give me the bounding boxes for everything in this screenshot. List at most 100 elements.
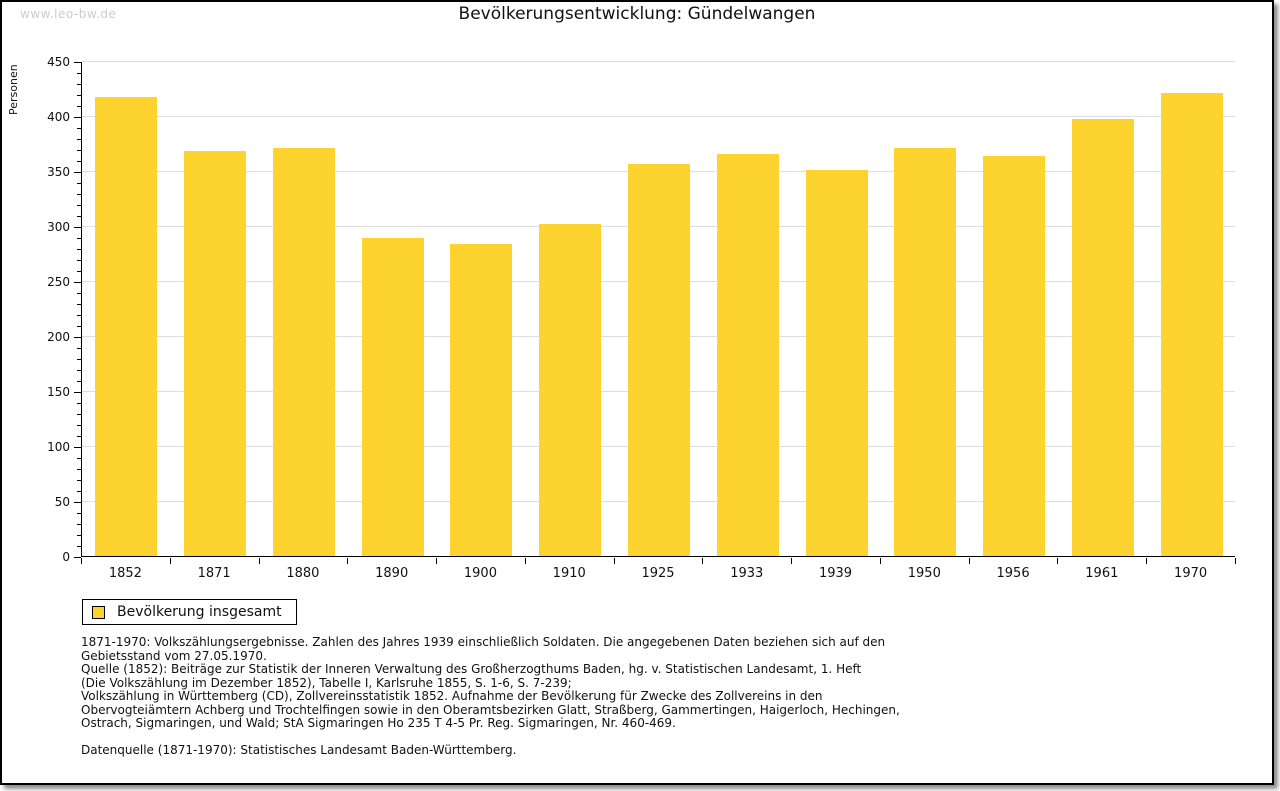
plot-area [81,61,1235,557]
y-axis-minor-tick [77,315,81,316]
footnote-line: 1871-1970: Volkszählungsergebnisse. Zahl… [81,635,886,649]
y-axis-minor-tick [77,480,81,481]
bar [184,151,246,556]
y-axis-major-tick [74,447,81,448]
footnotes: 1871-1970: Volkszählungsergebnisse. Zahl… [81,635,900,731]
y-tick-label: 450 [47,55,70,69]
y-axis-minor-tick [77,260,81,261]
y-tick-label: 200 [47,330,70,344]
y-axis-minor-tick [77,293,81,294]
x-tick-label: 1956 [996,566,1030,581]
datasource-note: Datenquelle (1871-1970): Statistisches L… [81,743,517,757]
y-tick-label: 400 [47,110,70,124]
x-axis-tick [969,558,970,564]
x-tick-label: 1961 [1085,566,1119,581]
x-axis-tick [1146,558,1147,564]
x-tick-label: 1925 [641,566,675,581]
y-axis-major-tick [74,502,81,503]
y-axis-major-tick [74,227,81,228]
footnote-line: Volkszählung in Württemberg (CD), Zollve… [81,689,823,703]
legend-label: Bevölkerung insgesamt [117,604,282,620]
x-axis-tick [347,558,348,564]
x-axis-tick [614,558,615,564]
y-axis-title: Personen [7,64,20,115]
bar [628,164,690,556]
x-tick-label: 1950 [907,566,941,581]
bar [95,97,157,556]
bar [983,156,1045,556]
y-axis-minor-tick [77,436,81,437]
legend-swatch-icon [92,605,105,619]
y-axis-minor-tick [77,73,81,74]
y-tick-label: 250 [47,275,70,289]
footnote-line: Gebietsstand vom 27.05.1970. [81,648,267,663]
y-axis-minor-tick [77,546,81,547]
y-tick-label: 0 [62,550,70,564]
y-axis-minor-tick [77,524,81,525]
y-axis-minor-tick [77,128,81,129]
bar [362,238,424,556]
y-axis-major-tick [74,172,81,173]
y-axis-minor-tick [77,249,81,250]
bar [894,148,956,556]
y-axis-minor-tick [77,205,81,206]
x-tick-label: 1871 [197,566,231,581]
y-tick-label: 300 [47,220,70,234]
y-axis-major-tick [74,117,81,118]
y-axis-minor-tick [77,414,81,415]
y-axis-minor-tick [77,359,81,360]
y-axis-major-tick [74,62,81,63]
x-axis-tick [880,558,881,564]
y-axis-major-tick [74,337,81,338]
y-axis-minor-tick [77,370,81,371]
y-axis-minor-tick [77,403,81,404]
bar [450,244,512,556]
x-tick-label: 1900 [463,566,497,581]
y-axis-minor-tick [77,381,81,382]
legend: Bevölkerung insgesamt [82,599,297,625]
y-axis-major-tick [74,392,81,393]
x-axis-tick [1235,558,1236,564]
bar [273,148,335,556]
x-axis-tick [702,558,703,564]
x-tick-label: 1890 [375,566,409,581]
y-tick-label: 100 [47,440,70,454]
x-axis-tick [525,558,526,564]
y-axis-minor-tick [77,139,81,140]
y-axis-minor-tick [77,84,81,85]
y-axis-minor-tick [77,513,81,514]
gridline [82,61,1235,62]
watermark: www.leo-bw.de [20,7,117,21]
x-tick-label: 1970 [1174,566,1208,581]
footnote-line: Quelle (1852): Beiträge zur Statistik de… [81,662,862,676]
y-axis-minor-tick [77,183,81,184]
x-tick-label: 1910 [552,566,586,581]
x-axis-tick [81,558,82,564]
bar [1161,93,1223,556]
bar [806,170,868,556]
y-axis-minor-tick [77,271,81,272]
y-axis-minor-tick [77,458,81,459]
y-axis-minor-tick [77,469,81,470]
footnote-line: Ostrach, Sigmaringen, und Wald; StA Sigm… [81,716,676,730]
y-axis-major-tick [74,557,81,558]
y-axis-minor-tick [77,304,81,305]
y-axis-minor-tick [77,150,81,151]
x-tick-label: 1939 [818,566,853,581]
y-axis-minor-tick [77,425,81,426]
x-tick-label: 1880 [286,566,320,581]
bar [539,224,601,556]
y-axis-minor-tick [77,216,81,217]
gridline [82,116,1235,117]
x-axis-tick [170,558,171,564]
footnote-line: Obervogteiämtern Achberg und Trochtelfin… [81,702,900,717]
y-axis-minor-tick [77,238,81,239]
x-axis-tick [259,558,260,564]
x-axis-tick [791,558,792,564]
y-tick-label: 50 [54,495,70,509]
x-tick-label: 1933 [730,566,764,581]
y-axis-minor-tick [77,95,81,96]
y-axis-minor-tick [77,491,81,492]
page-title: Bevölkerungsentwicklung: Gündelwangen [458,4,816,24]
